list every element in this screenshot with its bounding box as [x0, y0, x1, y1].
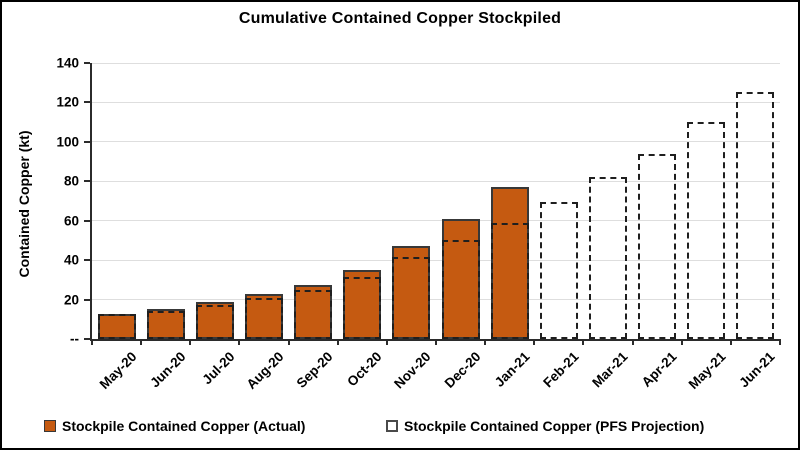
x-axis-tick	[140, 339, 143, 345]
x-axis-tick	[336, 339, 339, 345]
y-axis-tick	[84, 219, 90, 222]
y-axis-tick	[84, 62, 90, 64]
bar-projection-Mar-21	[589, 177, 627, 339]
actual-series-swatch-icon	[44, 420, 56, 432]
bar-projection-Jun-21	[736, 91, 775, 339]
y-axis-tick-label: 40	[63, 252, 79, 268]
gridline-100	[92, 141, 780, 143]
y-axis-tick	[84, 259, 90, 262]
bar-projection-Aug-20	[245, 297, 283, 339]
bar-projection-May-20	[97, 314, 136, 339]
x-axis-tick	[385, 339, 388, 345]
x-axis-tick	[238, 339, 241, 345]
bar-projection-Sep-20	[294, 289, 333, 339]
bar-projection-Nov-20	[392, 257, 431, 339]
y-axis-tick-label: 140	[56, 55, 79, 71]
y-axis-tick	[84, 140, 90, 143]
gridline-140	[92, 62, 780, 64]
gridline-120	[92, 101, 780, 103]
gridline-20	[92, 299, 780, 301]
x-axis-tick	[533, 339, 536, 345]
chart-title: Cumulative Contained Copper Stockpiled	[238, 10, 562, 27]
gridline-80	[92, 180, 780, 182]
y-axis-tick-label: 60	[63, 213, 79, 229]
y-axis-tick-label: 120	[56, 94, 79, 110]
x-axis-tick	[729, 339, 732, 345]
legend-entry-actual: Stockpile Contained Copper (Actual)	[44, 418, 305, 434]
bar-projection-Apr-21	[638, 153, 677, 339]
x-axis-tick	[189, 339, 192, 345]
x-axis-tick	[287, 339, 290, 345]
y-axis-tick-label: --	[70, 331, 79, 347]
plot-area: -- 20 40 60 80 100 120 140 May-20 Jun-20 Jul-20 Aug…	[56, 56, 781, 392]
bar-actual-Dec-20	[441, 218, 480, 339]
y-axis-title: Contained Copper (kt)	[16, 130, 32, 278]
y-axis-tick	[84, 298, 90, 301]
bar-projection-Feb-21	[539, 202, 578, 339]
y-axis-tick-label: 100	[56, 134, 79, 150]
legend: Stockpile Contained Copper (Actual) Stoc…	[2, 416, 798, 438]
legend-entry-projection: Stockpile Contained Copper (PFS Projecti…	[386, 418, 704, 434]
x-axis-tick	[582, 339, 585, 345]
y-axis-tick	[84, 180, 90, 183]
bar-projection-Jul-20	[195, 304, 234, 339]
bar-projection-Jan-21	[490, 222, 529, 339]
bar-projection-May-21	[687, 122, 726, 339]
y-axis-tick	[84, 338, 90, 340]
y-axis-tick-label: 20	[63, 292, 79, 308]
y-axis-tick-label: 80	[63, 173, 79, 189]
bar-projection-Dec-20	[441, 240, 480, 339]
x-axis-tick	[435, 339, 437, 345]
gridline-60	[92, 220, 780, 222]
legend-label-projection: Stockpile Contained Copper (PFS Projecti…	[404, 418, 705, 434]
x-axis-tick	[779, 339, 781, 345]
legend-label-actual: Stockpile Contained Copper (Actual)	[62, 418, 306, 434]
bar-projection-Oct-20	[343, 276, 382, 339]
y-axis-tick	[84, 101, 90, 104]
x-axis-tick	[91, 339, 93, 345]
x-axis-tick	[631, 339, 634, 345]
x-axis-tick	[484, 339, 487, 345]
gridline-40	[92, 259, 780, 261]
bar-projection-Jun-20	[146, 311, 185, 339]
projection-series-swatch-icon	[386, 420, 398, 432]
x-axis-tick	[680, 339, 683, 345]
